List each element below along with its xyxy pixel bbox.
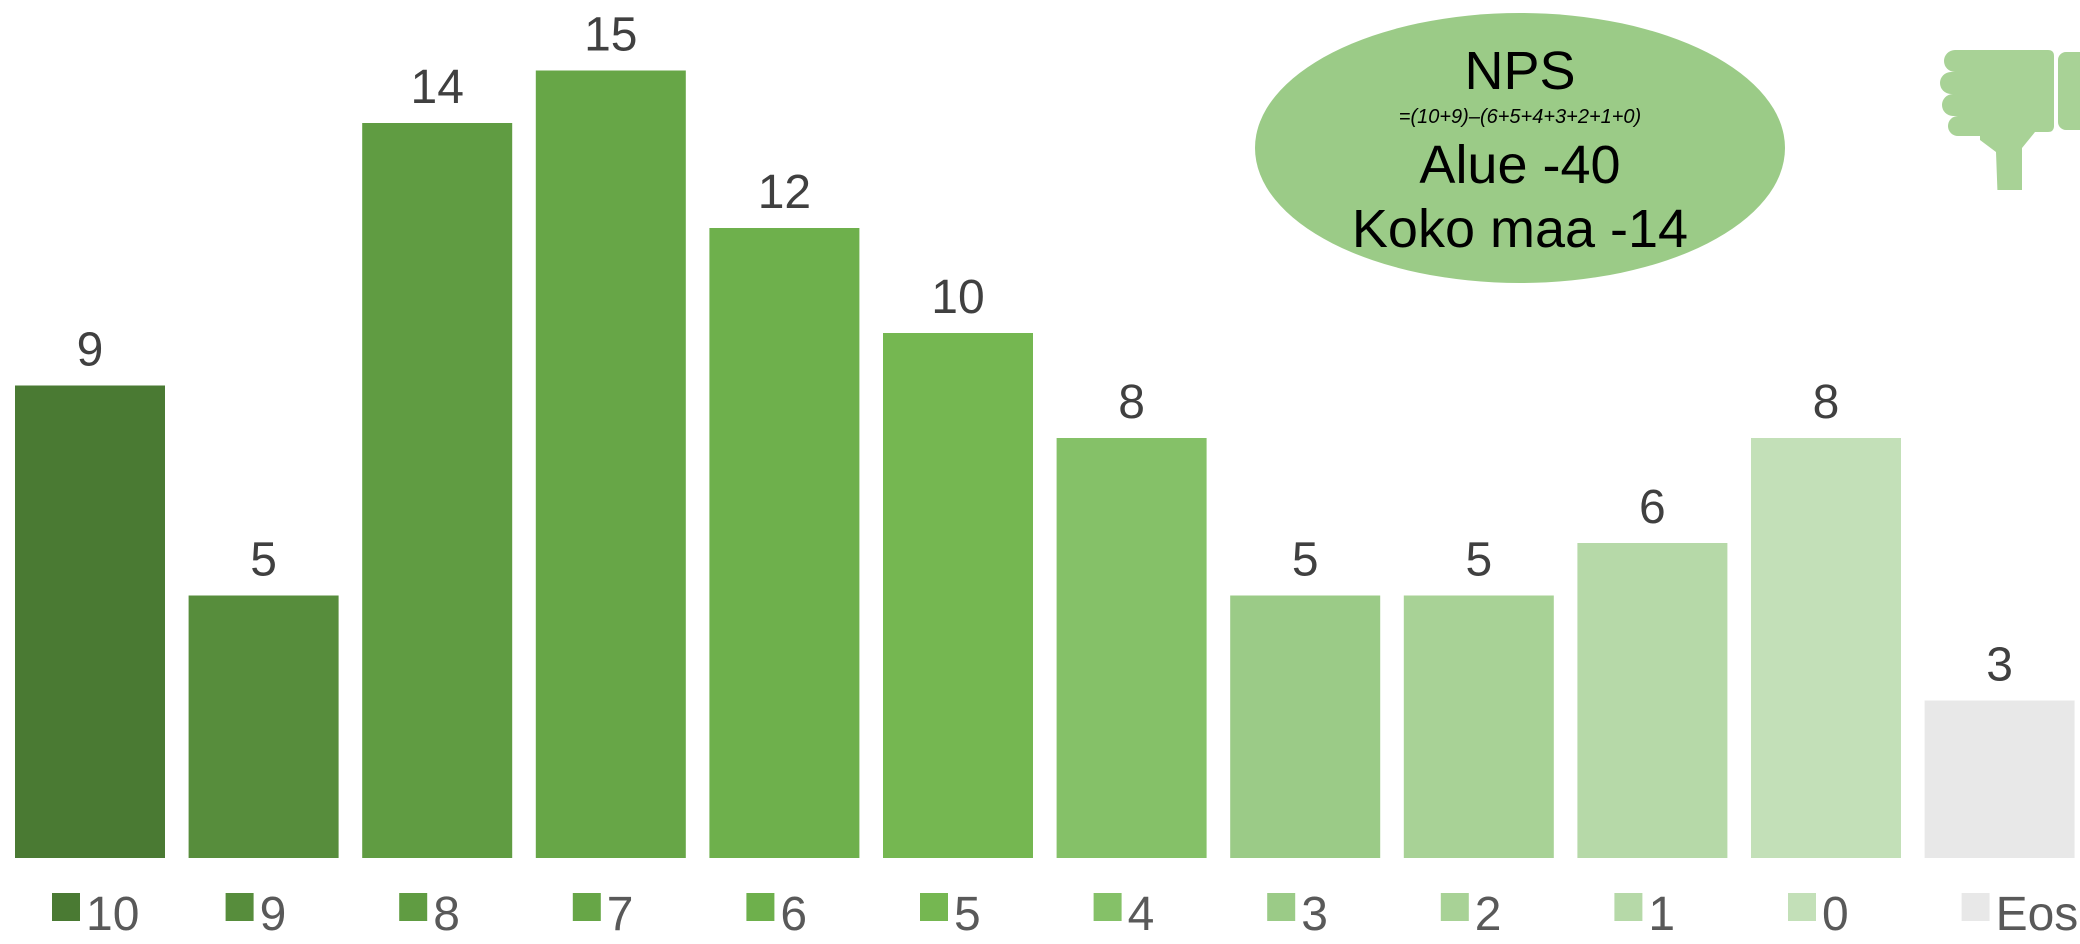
nps-summary-bubble: NPS =(10+9)–(6+5+4+3+2+1+0) Alue -40 Kok… — [1255, 13, 1785, 283]
nps-formula: =(10+9)–(6+5+4+3+2+1+0) — [1398, 106, 1642, 128]
legend-label-1: 1 — [1648, 888, 1675, 941]
bar-7 — [535, 70, 686, 858]
value-label-eos: 3 — [1986, 639, 2013, 692]
legend-swatch-0 — [1788, 893, 1816, 921]
legend-swatch-4 — [1093, 893, 1122, 921]
legend-label-0: 0 — [1822, 888, 1849, 941]
nps-area-score: Alue -40 — [1419, 135, 1621, 195]
legend-swatch-10 — [52, 893, 80, 921]
value-label-7: 15 — [584, 9, 637, 62]
legend-swatch-9 — [225, 893, 254, 921]
legend-label-4: 4 — [1128, 888, 1155, 941]
legend-swatch-8 — [399, 893, 428, 921]
value-label-5: 10 — [931, 271, 984, 324]
bar-2 — [1403, 595, 1554, 858]
legend-label-eos: Eos — [1996, 888, 2079, 941]
legend-swatch-2 — [1440, 893, 1469, 921]
legend-label-7: 7 — [607, 888, 634, 941]
bar-5 — [883, 333, 1033, 858]
legend: 10 9 8 7 6 5 4 3 2 1 0 Eos — [52, 888, 2078, 941]
bar-4 — [1056, 438, 1207, 858]
thumbs-down-icon — [1940, 50, 2080, 190]
bar-8 — [362, 123, 513, 858]
legend-swatch-3 — [1267, 893, 1296, 921]
bar-3 — [1230, 595, 1381, 858]
legend-swatch-6 — [746, 893, 775, 921]
legend-label-9: 9 — [260, 888, 287, 941]
value-labels-group: 9 5 14 15 12 10 8 5 5 6 8 3 — [77, 9, 2013, 692]
value-label-4: 8 — [1118, 376, 1145, 429]
legend-swatch-5 — [920, 893, 948, 921]
bar-1 — [1577, 543, 1728, 858]
legend-label-3: 3 — [1301, 888, 1328, 941]
legend-swatch-7 — [572, 893, 601, 921]
value-label-3: 5 — [1292, 534, 1319, 587]
bar-9 — [188, 595, 339, 858]
bar-6 — [709, 228, 860, 858]
value-label-10: 9 — [77, 324, 104, 377]
value-label-6: 12 — [758, 166, 811, 219]
legend-label-2: 2 — [1475, 888, 1502, 941]
legend-label-10: 10 — [86, 888, 139, 941]
bar-eos — [1924, 700, 2075, 858]
bars-group — [15, 70, 2075, 858]
value-label-9: 5 — [250, 534, 277, 587]
nps-title: NPS — [1464, 41, 1576, 101]
nps-country-score: Koko maa -14 — [1351, 199, 1689, 259]
legend-label-5: 5 — [954, 888, 981, 941]
bar-10 — [15, 385, 165, 858]
value-label-2: 5 — [1465, 534, 1492, 587]
legend-swatch-1 — [1614, 893, 1643, 921]
bar-0 — [1751, 438, 1901, 858]
value-label-1: 6 — [1639, 481, 1666, 534]
value-label-8: 14 — [411, 61, 464, 114]
value-label-0: 8 — [1813, 376, 1840, 429]
legend-swatch-eos — [1961, 893, 1990, 921]
legend-label-8: 8 — [433, 888, 460, 941]
legend-label-6: 6 — [780, 888, 807, 941]
